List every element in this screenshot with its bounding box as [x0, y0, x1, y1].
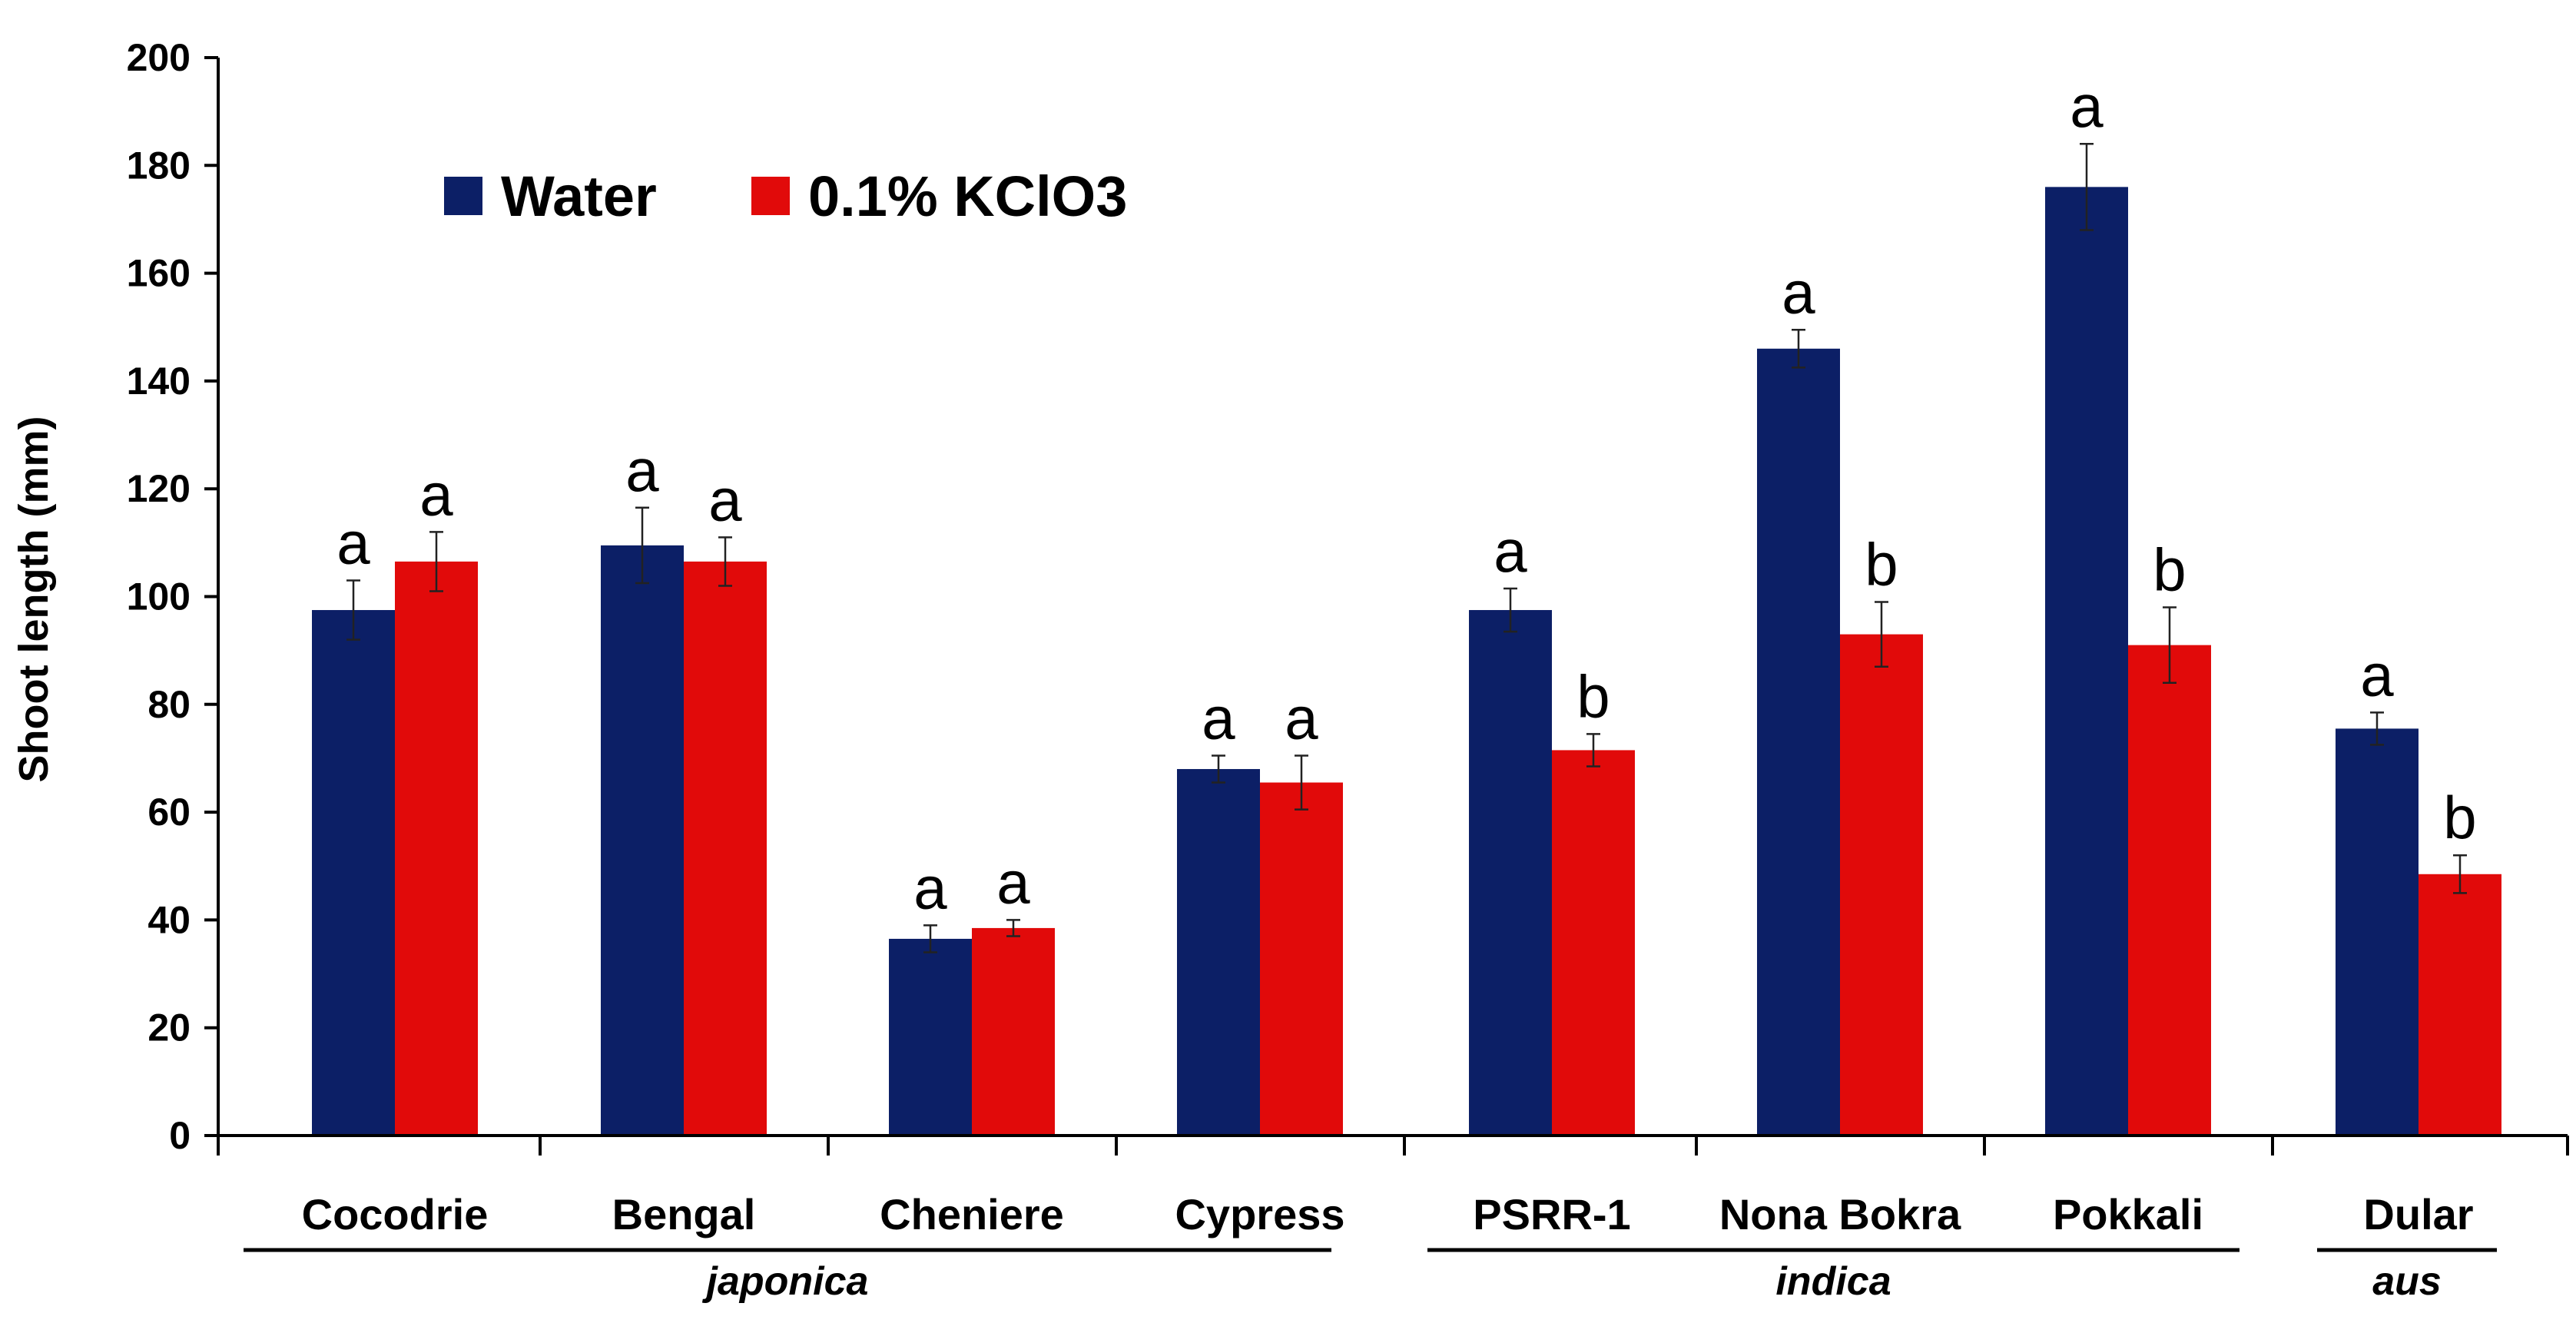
significance-letter: a — [708, 466, 742, 533]
significance-letter: a — [1782, 258, 1815, 326]
y-tick-label: 140 — [127, 360, 191, 403]
legend: Water 0.1% KClO3 — [444, 164, 1127, 228]
bar-kclo3-cocodrie — [395, 561, 478, 1136]
significance-letter: b — [1576, 662, 1610, 730]
y-tick-label: 160 — [127, 252, 191, 295]
y-axis-title: Shoot length (mm) — [11, 416, 57, 783]
error-bars — [346, 142, 2467, 953]
bar-water-cheniere — [889, 938, 972, 1136]
bar-water-pokkali — [2045, 187, 2128, 1136]
significance-letter: b — [2443, 784, 2476, 851]
y-tick-label: 180 — [127, 144, 191, 187]
significance-letter: a — [625, 436, 659, 504]
significance-letter: a — [996, 848, 1030, 916]
bar-kclo3-dular — [2419, 874, 2501, 1136]
legend-label-water: Water — [501, 164, 657, 228]
bar-water-cypress — [1177, 768, 1260, 1136]
y-tick-label: 120 — [127, 467, 191, 510]
bar-kclo3-bengal — [684, 561, 767, 1136]
legend-swatch-water — [444, 177, 482, 215]
y-tick-label: 60 — [148, 791, 191, 834]
y-tick-label: 80 — [148, 683, 191, 726]
y-tick-label: 20 — [148, 1006, 191, 1049]
bar-kclo3-cypress — [1260, 782, 1343, 1136]
y-tick-label: 200 — [127, 36, 191, 79]
bars — [312, 187, 2501, 1136]
significance-letter: a — [1494, 517, 1527, 585]
significance-letter: a — [913, 854, 947, 921]
category-label: Cypress — [1175, 1190, 1344, 1238]
y-tick-label: 40 — [148, 898, 191, 941]
category-label: Bengal — [612, 1190, 756, 1238]
category-label: Pokkali — [2053, 1190, 2203, 1238]
category-label: Dular — [2363, 1190, 2473, 1238]
significance-letter: b — [1865, 531, 1898, 598]
y-tick-label: 0 — [169, 1114, 191, 1157]
y-axis-ticks: 0 20 40 60 80 100 120 140 160 180 200 — [127, 36, 218, 1157]
bar-water-nona-bokra — [1757, 348, 1840, 1136]
group-label: japonica — [702, 1259, 869, 1304]
bar-water-psrr-1 — [1469, 610, 1552, 1136]
group-label: aus — [2372, 1259, 2442, 1304]
legend-swatch-kclo3 — [751, 177, 790, 215]
group-labels: japonica indica aus — [244, 1248, 2497, 1304]
bar-kclo3-psrr-1 — [1552, 750, 1635, 1136]
bar-water-cocodrie — [312, 610, 395, 1136]
bar-kclo3-nona-bokra — [1840, 634, 1923, 1136]
significance-letter: a — [1202, 684, 1235, 751]
bar-water-bengal — [601, 545, 684, 1136]
bar-kclo3-cheniere — [972, 927, 1055, 1136]
category-label: Cheniere — [880, 1190, 1064, 1238]
y-tick-label: 100 — [127, 575, 191, 618]
significance-letter: a — [2070, 72, 2104, 140]
group-label: indica — [1775, 1259, 1891, 1304]
significance-letter: a — [337, 509, 370, 576]
category-label: PSRR-1 — [1473, 1190, 1630, 1238]
significance-letter: a — [1285, 684, 1318, 751]
significance-letter: a — [419, 460, 453, 528]
bar-kclo3-pokkali — [2128, 645, 2211, 1136]
significance-letter: b — [2153, 536, 2186, 604]
category-labels: Cocodrie Bengal Cheniere Cypress PSRR-1 Nona … — [302, 1190, 2474, 1238]
category-label: Nona Bokra — [1719, 1190, 1961, 1238]
significance-letter: a — [2360, 641, 2394, 708]
category-label: Cocodrie — [302, 1190, 489, 1238]
legend-label-kclo3: 0.1% KClO3 — [808, 164, 1127, 228]
bar-water-dular — [2336, 728, 2419, 1136]
axes — [217, 58, 2569, 1156]
